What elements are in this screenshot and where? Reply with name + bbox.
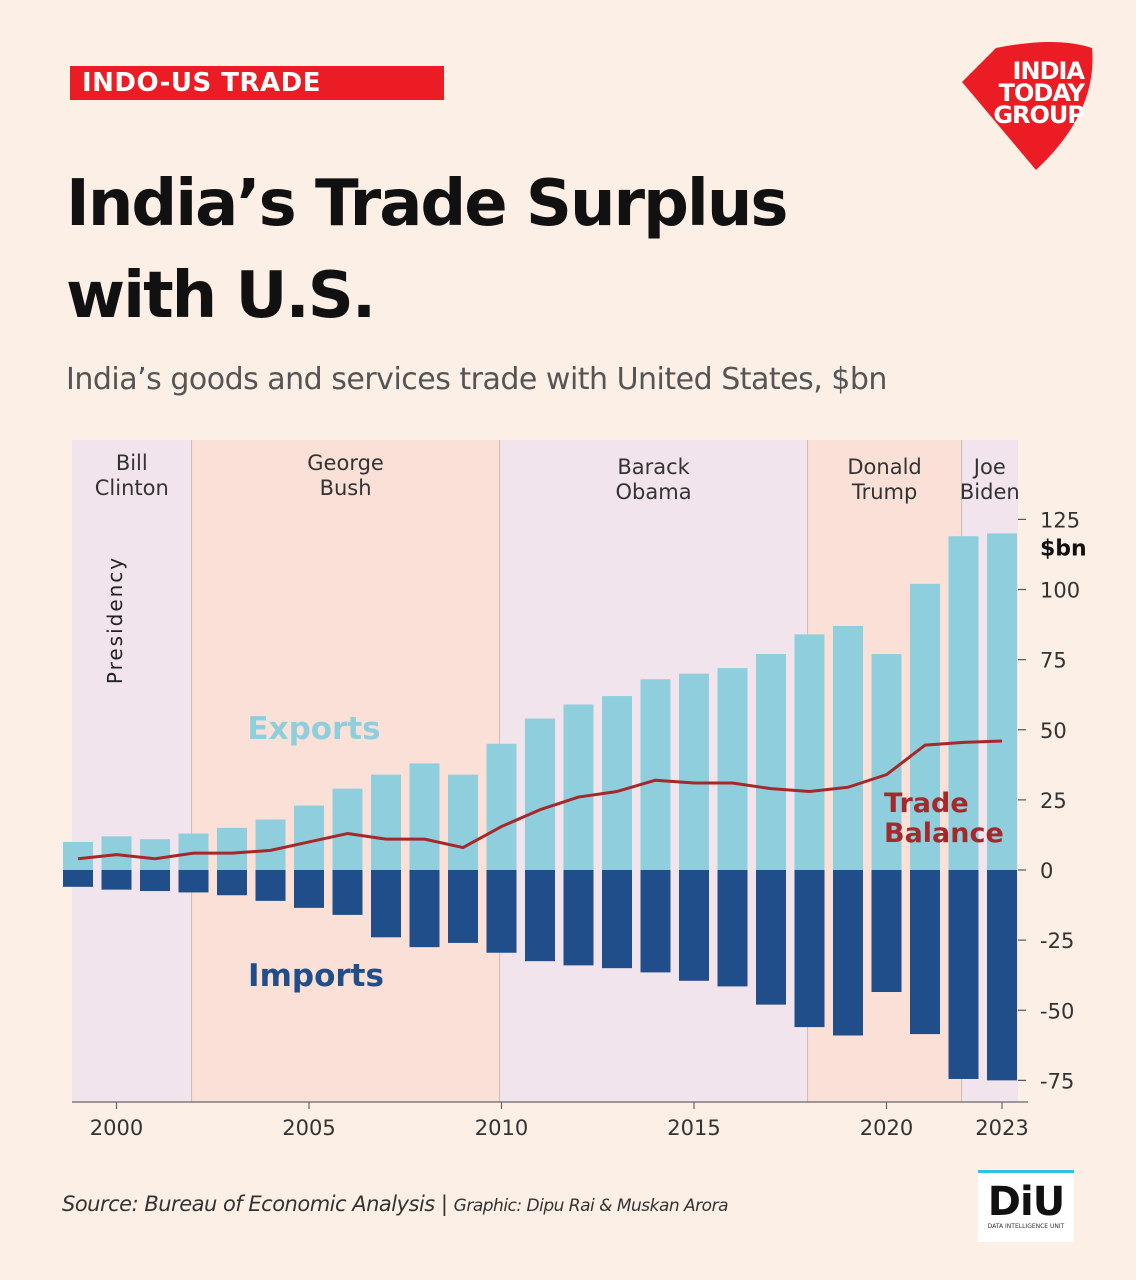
export-bar bbox=[987, 533, 1017, 870]
source-line: Source: Bureau of Economic Analysis | Gr… bbox=[62, 1192, 728, 1216]
import-bar bbox=[833, 870, 863, 1036]
export-bar bbox=[679, 673, 709, 870]
export-bar bbox=[948, 536, 979, 870]
export-bar bbox=[217, 827, 247, 870]
export-bar bbox=[448, 774, 478, 870]
trade-balance-line bbox=[77, 739, 1003, 861]
export-bar bbox=[140, 839, 170, 870]
x-tick-label: 2005 bbox=[282, 1116, 335, 1140]
import-bar bbox=[371, 870, 401, 938]
import-bar bbox=[948, 870, 979, 1079]
page-title: India’s Trade Surplus with U.S. bbox=[66, 167, 789, 333]
india-today-logo: INDIA TODAY GROUP bbox=[956, 42, 1096, 172]
import-bar bbox=[409, 870, 440, 948]
import-bar bbox=[640, 870, 671, 973]
presidency-band bbox=[72, 440, 192, 1102]
logo-shape-icon bbox=[962, 42, 1093, 170]
presidency-name: Donald bbox=[847, 455, 921, 479]
import-bar bbox=[910, 870, 940, 1035]
import-bar bbox=[448, 870, 478, 943]
presidency-name: George bbox=[307, 451, 384, 475]
presidency-name: Trump bbox=[851, 480, 917, 504]
import-bar bbox=[987, 870, 1017, 1081]
x-tick-label: 2023 bbox=[975, 1116, 1028, 1140]
import-bar bbox=[178, 870, 209, 893]
y-tick-label: 100 bbox=[1040, 579, 1080, 603]
credit-text: Graphic: Dipu Rai & Muskan Arora bbox=[453, 1196, 729, 1216]
export-bar bbox=[602, 696, 632, 870]
diu-logo-subtext: DATA INTELLIGENCE UNIT bbox=[987, 1223, 1065, 1230]
export-bar bbox=[756, 654, 786, 870]
import-bar bbox=[717, 870, 748, 987]
y-tick-label: 125 bbox=[1040, 508, 1080, 532]
presidency-band bbox=[191, 440, 500, 1102]
export-bar bbox=[255, 819, 286, 870]
export-bar bbox=[409, 763, 440, 870]
imports-label: Imports bbox=[248, 958, 384, 994]
import-bar bbox=[332, 870, 363, 915]
x-tick-label: 2015 bbox=[667, 1116, 720, 1140]
x-tick-label: 2020 bbox=[860, 1116, 913, 1140]
import-bar bbox=[871, 870, 902, 993]
import-bar bbox=[63, 870, 93, 887]
y-tick-label: 0 bbox=[1040, 859, 1053, 883]
logo-text: INDIA TODAY GROUP bbox=[993, 57, 1085, 129]
export-bar bbox=[294, 805, 324, 870]
presidency-name: Obama bbox=[616, 480, 692, 504]
presidency-name: Joe bbox=[972, 455, 1006, 479]
import-bar bbox=[486, 870, 517, 953]
x-tick-label: 2000 bbox=[90, 1116, 143, 1140]
y-unit-label: $bn bbox=[1040, 536, 1087, 561]
import-bar bbox=[679, 870, 709, 981]
import-bar bbox=[756, 870, 786, 1005]
trade-balance-label: Balance bbox=[884, 818, 1004, 849]
y-tick-label: -75 bbox=[1040, 1069, 1074, 1093]
export-bar bbox=[717, 668, 748, 870]
import-bar bbox=[794, 870, 825, 1028]
presidency-name: Biden bbox=[960, 480, 1020, 504]
presidency-name: Bush bbox=[320, 476, 372, 500]
import-bar bbox=[602, 870, 632, 969]
import-bar bbox=[217, 870, 247, 896]
export-bar bbox=[910, 583, 940, 870]
export-bar bbox=[332, 788, 363, 870]
trade-balance-label: Trade bbox=[884, 788, 969, 819]
diu-logo-text: DiU bbox=[987, 1179, 1065, 1225]
export-bar bbox=[794, 634, 825, 870]
x-tick-label: 2010 bbox=[475, 1116, 528, 1140]
y-tick-label: 50 bbox=[1040, 719, 1067, 743]
export-bar bbox=[486, 743, 517, 870]
import-bar bbox=[140, 870, 170, 892]
presidency-name: Barack bbox=[617, 455, 690, 479]
import-bar bbox=[563, 870, 594, 966]
presidency-axis-label: Presidency bbox=[103, 556, 127, 684]
source-text: Source: Bureau of Economic Analysis | bbox=[62, 1192, 454, 1216]
export-bar bbox=[563, 704, 594, 870]
trade-chart: BillClintonGeorgeBushBarackObamaDonaldTr… bbox=[63, 440, 1087, 1140]
import-bar bbox=[525, 870, 555, 962]
y-tick-label: -50 bbox=[1040, 999, 1074, 1023]
diu-logo: DiU DATA INTELLIGENCE UNIT bbox=[978, 1170, 1074, 1242]
exports-label: Exports bbox=[247, 711, 380, 747]
y-tick-label: -25 bbox=[1040, 929, 1074, 953]
export-bar bbox=[63, 841, 93, 870]
import-bar bbox=[101, 870, 132, 890]
y-tick-label: 25 bbox=[1040, 789, 1067, 813]
export-bar bbox=[871, 654, 902, 870]
import-bar bbox=[255, 870, 286, 901]
section-tag: INDO-US TRADE bbox=[70, 66, 444, 100]
y-tick-label: 75 bbox=[1040, 649, 1067, 673]
chart-subtitle: India’s goods and services trade with Un… bbox=[66, 362, 887, 397]
export-bar bbox=[525, 718, 555, 870]
export-bar bbox=[833, 625, 863, 870]
export-bar bbox=[640, 679, 671, 870]
export-bar bbox=[371, 774, 401, 870]
import-bar bbox=[294, 870, 324, 908]
presidency-name: Bill bbox=[116, 451, 148, 475]
presidency-name: Clinton bbox=[95, 476, 169, 500]
